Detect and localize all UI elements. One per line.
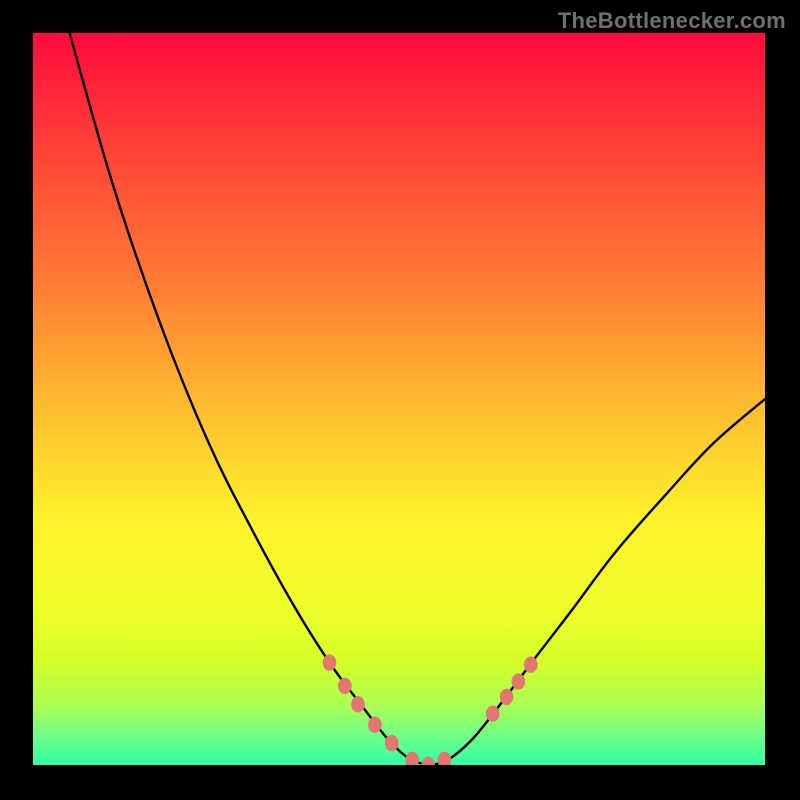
plot-area xyxy=(33,33,765,765)
watermark-label: TheBottlenecker.com xyxy=(558,8,786,34)
gradient-background xyxy=(33,33,765,765)
